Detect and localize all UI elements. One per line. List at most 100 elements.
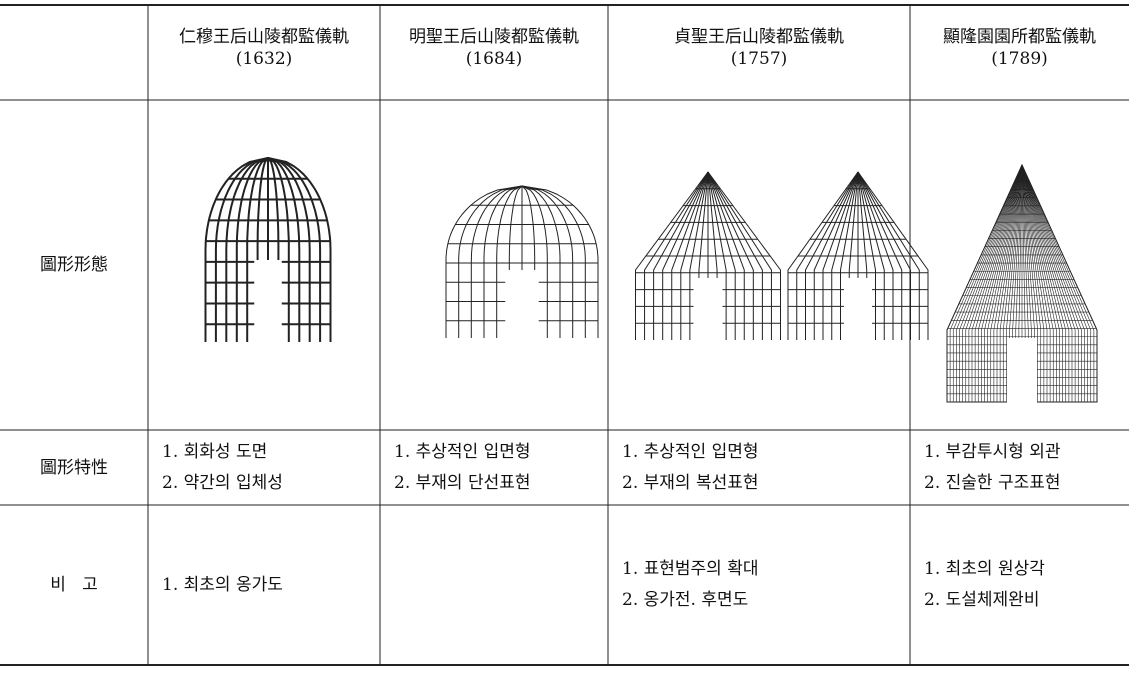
sketch-line: [952, 164, 1023, 402]
sketch-line: [707, 171, 745, 340]
sketch-line: [977, 164, 1023, 402]
sketch-line: [857, 171, 903, 340]
sketch-line: [959, 164, 1023, 402]
sketch-line: [267, 157, 301, 342]
sketch-line: [1021, 164, 1060, 402]
sketch-line: [857, 171, 911, 340]
sketch-line: [956, 164, 1023, 402]
cell-text: 2. 도설체제완비: [924, 590, 1040, 610]
table-rules: [0, 4, 1129, 666]
sketch-line: [521, 185, 561, 338]
sketch-line: [787, 171, 859, 340]
cell-text: 2. 약간의 입체성: [162, 472, 283, 493]
sketch-line: [662, 171, 709, 340]
door: [1007, 338, 1037, 404]
sketch-line: [496, 185, 523, 338]
cell-text: 2. 부재의 복선표현: [622, 472, 759, 493]
sketch-line: [1021, 164, 1045, 402]
sketch-line: [483, 185, 523, 338]
sketch-line: [1021, 164, 1042, 402]
sketch-line: [1021, 164, 1085, 402]
sketch-line: [267, 157, 311, 342]
sketch-line: [458, 185, 523, 338]
sketch-line: [984, 164, 1023, 402]
sketch-line: [707, 171, 772, 340]
cell-text: (1632): [235, 49, 293, 69]
sketch-line: [445, 185, 523, 338]
sketch-line: [707, 171, 781, 340]
sketch-line: [214, 157, 269, 342]
door: [844, 278, 872, 342]
cell-text: (1789): [991, 49, 1048, 69]
sketch-line: [707, 171, 754, 340]
sketch-line: [1021, 164, 1048, 402]
sketch-line: [962, 164, 1023, 402]
sketch-line: [707, 171, 727, 340]
cell-text: (1684): [465, 49, 523, 69]
cell-text: (1757): [730, 49, 788, 69]
sketch-line: [1021, 164, 1073, 402]
cell-text: 貞聖王后山陵都監儀軌: [674, 27, 844, 47]
cell-text: 圖形形態: [40, 255, 108, 275]
cell-text: 1. 추상적인 입면형: [394, 441, 531, 462]
sketch-line: [1021, 164, 1063, 402]
sketch-line: [840, 171, 859, 340]
sketch-line: [987, 164, 1023, 402]
sketch-line: [999, 164, 1023, 402]
sketch-line: [857, 171, 885, 340]
sketch-line: [946, 164, 1023, 402]
cell-text: 비 고: [50, 575, 98, 595]
sketch-line: [822, 171, 859, 340]
sketch-line: [470, 185, 523, 338]
drawings: [204, 157, 1098, 404]
cell-text: 1. 최초의 원상각: [924, 559, 1045, 579]
sketch-line: [857, 171, 876, 340]
sketch-line: [1021, 164, 1057, 402]
sketch-line: [1021, 164, 1051, 402]
sketch-line: [1021, 164, 1076, 402]
sketch-line: [949, 164, 1023, 402]
cell-text: 1. 표현범주의 확대: [622, 559, 759, 579]
sketch-line: [689, 171, 709, 340]
sketch-line: [1021, 164, 1098, 402]
cell-text: 顯隆園園所都監儀軌: [943, 27, 1096, 47]
sketch-line: [968, 164, 1023, 402]
sketch-line: [971, 164, 1023, 402]
sketch-line: [246, 157, 269, 342]
cell-text: 2. 진술한 구조표현: [924, 472, 1061, 493]
sketch-line: [653, 171, 709, 340]
cell-text: 圖形特性: [40, 457, 108, 478]
sketch-line: [981, 164, 1023, 402]
sketch-line: [1021, 164, 1088, 402]
sketch-line: [1021, 164, 1092, 402]
sketch-line: [857, 171, 894, 340]
sketch-line: [993, 164, 1023, 402]
sketch-line: [267, 157, 322, 342]
sketch-line: [1021, 164, 1070, 402]
sketch-line: [1021, 164, 1067, 402]
sketch-line: [1021, 164, 1079, 402]
sketch-line: [974, 164, 1023, 402]
sketch-line: [857, 171, 929, 340]
sketch-line: [521, 185, 574, 338]
sketch-line: [707, 171, 763, 340]
sketch-line: [671, 171, 709, 340]
sketch-line: [225, 157, 269, 342]
sketch-line: [1021, 164, 1095, 402]
sketch-line: [965, 164, 1023, 402]
sketch-line: [680, 171, 709, 340]
door: [693, 278, 723, 342]
cell-text: 1. 회화성 도면: [162, 441, 268, 462]
sketch-line: [831, 171, 859, 340]
door: [254, 260, 282, 347]
sketch-line: [644, 171, 709, 340]
sketch-line: [813, 171, 859, 340]
sketch-line: [521, 185, 548, 338]
sketch-line: [521, 185, 586, 338]
sketch-line: [635, 171, 709, 340]
sketch-line: [707, 171, 736, 340]
cell-text: 仁穆王后山陵都監儀軌: [179, 27, 349, 47]
sketch-line: [990, 164, 1023, 402]
